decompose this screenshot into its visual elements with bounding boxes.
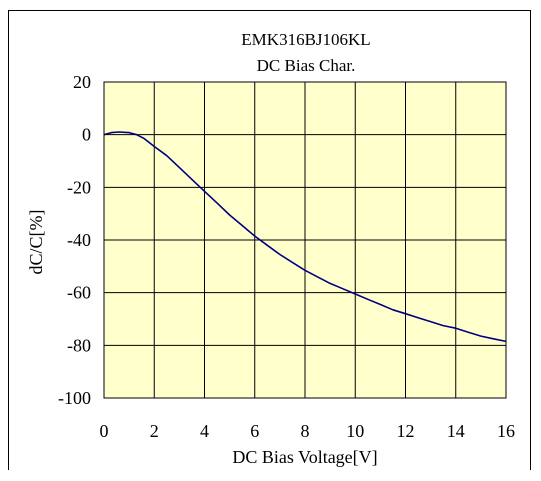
y-tick-labels: 20 0 -20 -40 -60 -80 -100 bbox=[58, 72, 91, 408]
series-line bbox=[103, 131, 507, 343]
x-tick-label: 16 bbox=[497, 421, 515, 441]
x-tick-label: 6 bbox=[250, 421, 259, 441]
y-tick-label: 20 bbox=[73, 72, 91, 92]
y-tick-label: -40 bbox=[67, 230, 91, 250]
x-tick-label: 8 bbox=[301, 421, 310, 441]
y-tick-label: -100 bbox=[58, 388, 91, 408]
x-tick-label: 10 bbox=[346, 421, 364, 441]
x-axis-title: DC Bias Voltage[V] bbox=[232, 447, 377, 467]
x-tick-label: 0 bbox=[100, 421, 109, 441]
y-axis-title: dC/C[%] bbox=[26, 210, 46, 275]
chart-frame bbox=[8, 10, 531, 470]
x-tick-label: 4 bbox=[200, 421, 209, 441]
y-tick-label: -60 bbox=[67, 283, 91, 303]
x-tick-label: 2 bbox=[150, 421, 159, 441]
chart-subtitle: DC Bias Char. bbox=[257, 56, 356, 75]
chart-title: EMK316BJ106KL bbox=[241, 30, 370, 49]
x-tick-label: 12 bbox=[397, 421, 415, 441]
series-layer bbox=[103, 131, 507, 343]
x-tick-label: 14 bbox=[447, 421, 465, 441]
y-tick-label: -80 bbox=[67, 335, 91, 355]
grid-lines bbox=[104, 82, 506, 398]
plot-border bbox=[103, 81, 507, 399]
y-tick-label: 0 bbox=[82, 125, 91, 145]
x-tick-labels: 0 2 4 6 8 10 12 14 16 bbox=[100, 421, 516, 441]
y-tick-label: -20 bbox=[67, 177, 91, 197]
